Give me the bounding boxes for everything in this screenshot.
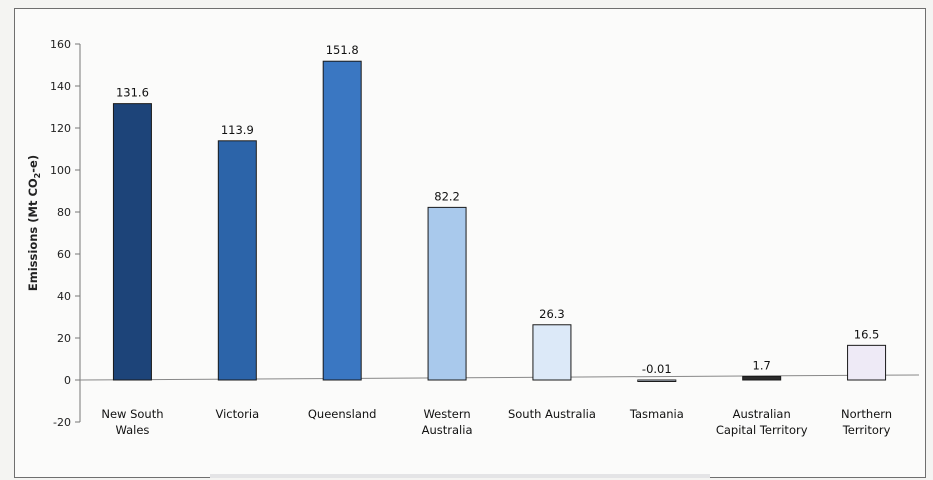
data-label: 16.5	[854, 327, 880, 341]
y-tick-label: 140	[50, 80, 71, 93]
category-labels: New South Wales Victoria Queensland Western A…	[101, 407, 892, 437]
bar	[532, 324, 572, 381]
y-tick-label: 40	[57, 290, 71, 303]
bar	[112, 103, 152, 381]
category-label: Northern	[841, 407, 892, 421]
category-label: Western	[423, 407, 470, 421]
bar	[217, 140, 257, 381]
category-label: South Australia	[508, 407, 596, 421]
data-label: -0.01	[642, 362, 672, 376]
y-tick-label: 60	[57, 248, 71, 261]
category-label: Territory	[842, 423, 891, 437]
y-axis-label: Emissions (Mt CO2-e)	[26, 155, 42, 291]
category-label: Capital Territory	[716, 423, 808, 437]
data-label: 26.3	[539, 307, 565, 321]
bar	[322, 60, 362, 381]
category-label: New South	[101, 407, 163, 421]
x-axis-line	[79, 374, 920, 381]
data-label: 131.6	[116, 86, 149, 100]
bottom-strip	[210, 474, 710, 478]
y-tick-label: 120	[50, 122, 71, 135]
y-tick-label: 80	[57, 206, 71, 219]
bars	[112, 60, 887, 382]
y-tick-label: 0	[64, 374, 71, 387]
data-label: 113.9	[221, 123, 254, 137]
category-label: Tasmania	[629, 407, 684, 421]
category-label: Australian	[733, 407, 791, 421]
bar	[637, 379, 677, 382]
data-label: 82.2	[434, 189, 460, 203]
axes: 160 140 120 100 80 60 40 20 0 -20	[50, 38, 920, 429]
emissions-bar-chart: Emissions (Mt CO2-e) 160 140 120 100 80 60 40 2…	[26, 38, 920, 437]
data-label: 1.7	[753, 358, 771, 372]
y-tick-label: 20	[57, 332, 71, 345]
bar	[742, 375, 782, 381]
y-tick-label: 100	[50, 164, 71, 177]
data-labels: 131.6 113.9 151.8 82.2 26.3 -0.01 1.7 16.5	[116, 43, 879, 376]
y-tick-label: 160	[50, 38, 71, 51]
category-label: Australia	[422, 423, 473, 437]
chart-frame: Emissions (Mt CO2-e) 160 140 120 100 80 60 40 2…	[14, 8, 926, 478]
category-label: Victoria	[215, 407, 259, 421]
bar	[847, 344, 887, 381]
bar	[427, 206, 467, 381]
category-label: Wales	[115, 423, 149, 437]
data-label: 151.8	[326, 43, 359, 57]
y-axis-title: Emissions (Mt CO2-e)	[26, 155, 42, 291]
category-label: Queensland	[308, 407, 377, 421]
y-tick-label: -20	[53, 416, 71, 429]
